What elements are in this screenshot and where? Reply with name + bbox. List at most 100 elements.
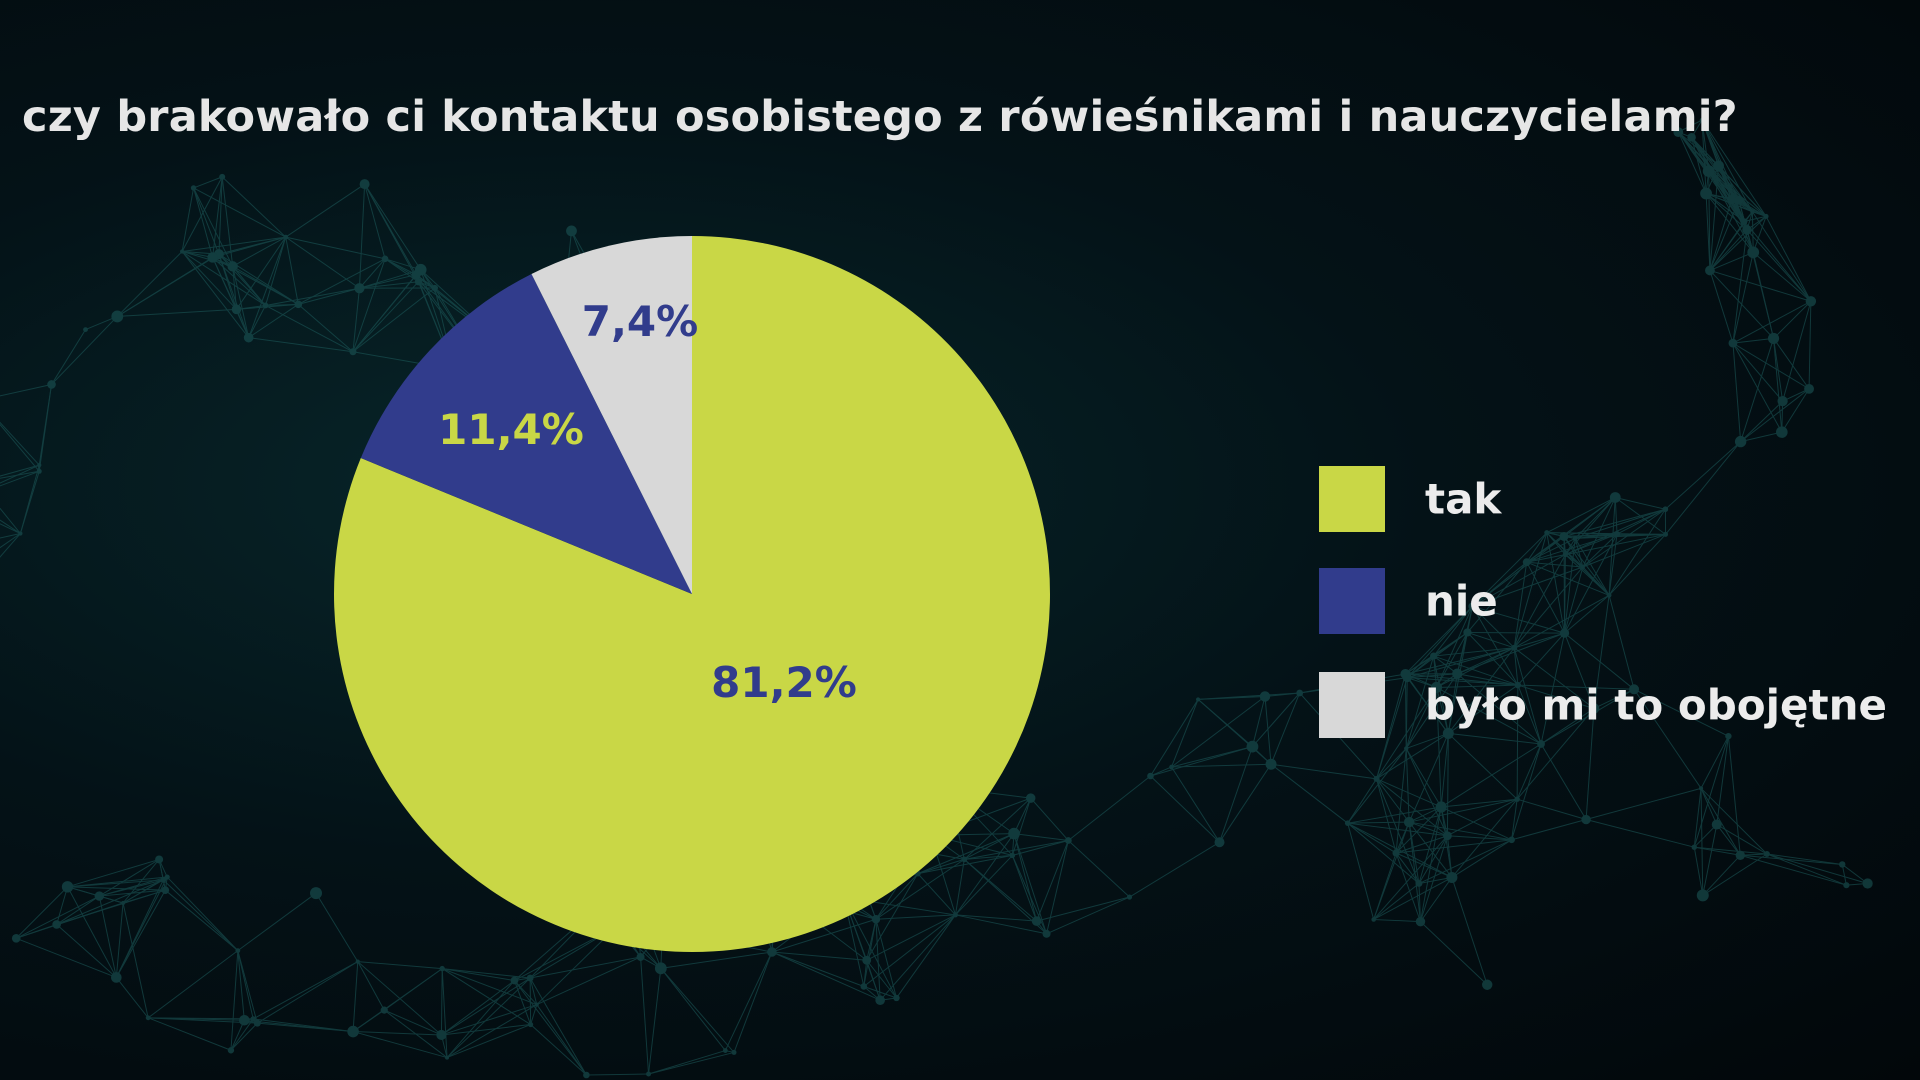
network-node (227, 261, 238, 272)
chart-title: czy brakowało ci kontaktu osobistego z r… (22, 92, 1738, 142)
network-link (1011, 855, 1038, 922)
network-link (1395, 748, 1407, 854)
slice-label-obojetne: 7,4% (582, 297, 698, 346)
network-node (262, 302, 269, 309)
network-link (441, 968, 448, 1058)
network-link (955, 914, 1037, 922)
network-link (148, 1017, 258, 1024)
network-link (253, 1018, 354, 1033)
network-link (1693, 824, 1718, 848)
network-node (1544, 530, 1550, 536)
network-node (1403, 816, 1415, 828)
network-link (218, 176, 223, 255)
network-link (1744, 215, 1767, 222)
network-link (1433, 655, 1449, 734)
network-link (1472, 554, 1566, 607)
network-link (181, 251, 250, 338)
network-node (83, 327, 88, 332)
network-node (164, 874, 170, 880)
network-node (1767, 332, 1780, 345)
network-link (917, 873, 956, 916)
network-link (99, 889, 166, 897)
network-link (1700, 787, 1768, 855)
network-link (1514, 632, 1565, 649)
network-link (1447, 835, 1512, 841)
network-link (1694, 846, 1767, 855)
network-link (0, 533, 21, 539)
network-node (227, 1047, 235, 1054)
network-link (1467, 561, 1528, 633)
network-link (1418, 835, 1448, 884)
network-node (583, 1071, 590, 1079)
network-node (11, 933, 21, 943)
network-link (1781, 388, 1810, 433)
network-link (1691, 136, 1767, 217)
network-link (440, 968, 443, 1035)
network-link (1347, 778, 1377, 824)
network-link (441, 968, 531, 1025)
network-link (359, 258, 386, 289)
network-link (359, 281, 419, 289)
network-link (442, 968, 515, 982)
network-link (1451, 839, 1512, 878)
network-link (1433, 632, 1468, 657)
network-link (1516, 685, 1519, 800)
network-link (384, 1009, 442, 1036)
network-node (862, 955, 872, 965)
network-link (917, 858, 965, 875)
network-link (441, 980, 515, 1036)
network-link (1407, 647, 1515, 679)
network-node (1747, 246, 1760, 259)
network-node (1662, 506, 1669, 513)
network-link (1564, 632, 1595, 709)
network-link (446, 1004, 538, 1058)
network-link (15, 895, 100, 939)
network-link (0, 470, 40, 479)
network-link (648, 1050, 726, 1075)
network-node (239, 1014, 250, 1026)
network-link (1727, 736, 1741, 856)
network-node (1805, 296, 1817, 307)
network-link (1526, 561, 1565, 634)
network-link (257, 1022, 354, 1033)
network-node (161, 886, 170, 894)
network-link (1716, 824, 1741, 856)
network-link (1376, 778, 1442, 808)
network-link (236, 236, 287, 310)
network-link (359, 269, 421, 289)
network-link (1013, 833, 1038, 922)
network-link (1564, 566, 1584, 634)
network-link (232, 266, 250, 338)
legend-swatch-nie (1319, 568, 1385, 634)
network-link (1251, 696, 1266, 747)
network-node (860, 983, 868, 990)
network-link (1701, 119, 1753, 212)
network-node (1750, 209, 1755, 214)
network-link (1405, 673, 1449, 734)
network-link (733, 951, 773, 1053)
network-link (1408, 821, 1448, 837)
network-node (1699, 117, 1705, 123)
network-link (115, 902, 124, 978)
network-node (1126, 894, 1133, 900)
network-link (1540, 688, 1635, 745)
network-link (771, 951, 881, 1001)
network-link (1420, 877, 1453, 922)
network-link (1546, 497, 1616, 534)
network-link (232, 266, 237, 310)
network-link (724, 951, 773, 1051)
network-link (1376, 778, 1410, 823)
network-link (51, 316, 118, 385)
network-link (1068, 840, 1130, 898)
network-link (212, 236, 286, 258)
network-link (193, 176, 223, 189)
network-link (117, 308, 237, 317)
network-link (1517, 684, 1635, 690)
network-link (1702, 854, 1741, 896)
network-node (219, 173, 226, 180)
network-link (1270, 692, 1301, 765)
network-link (237, 892, 317, 952)
network-link (1516, 708, 1595, 800)
network-link (1701, 119, 1767, 217)
network-node (636, 952, 645, 961)
